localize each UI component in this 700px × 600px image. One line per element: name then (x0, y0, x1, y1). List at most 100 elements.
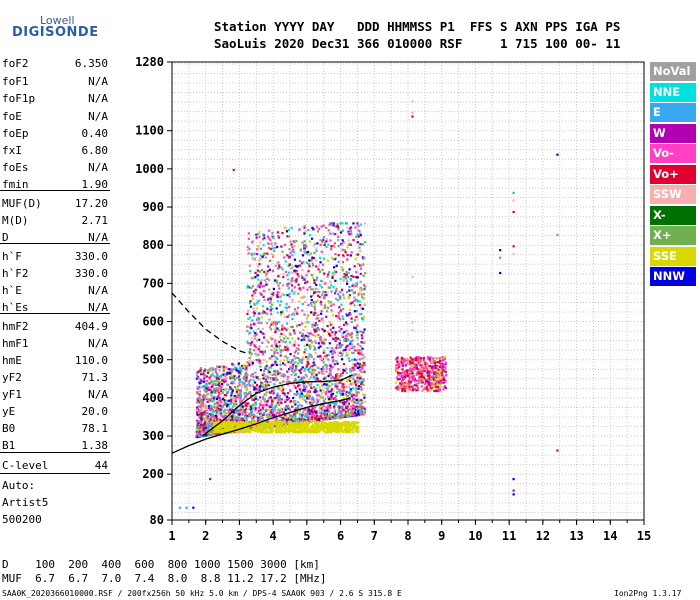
echo-point (287, 264, 290, 268)
echo-point (288, 367, 291, 371)
echo-point (350, 334, 353, 338)
echo-point (236, 418, 239, 421)
echo-point (276, 398, 279, 401)
echo-point (257, 299, 261, 302)
echo-point (285, 380, 289, 384)
echo-point (306, 397, 309, 400)
echo-point (352, 222, 355, 225)
echo-point (310, 259, 313, 262)
echo-point (293, 411, 296, 414)
echo-point (258, 230, 261, 234)
echo-point (276, 293, 279, 297)
echo-point (208, 392, 211, 395)
echo-point (209, 409, 212, 412)
echo-point (339, 278, 342, 281)
echo-point (344, 251, 347, 254)
echo-point (256, 339, 259, 342)
echo-point (342, 431, 345, 434)
echo-point (272, 390, 275, 393)
echo-point (308, 344, 311, 347)
echo-point (311, 226, 314, 230)
echo-point (263, 411, 266, 415)
echo-point (325, 365, 328, 368)
echo-point (234, 424, 237, 427)
echo-point (280, 398, 283, 401)
echo-point (200, 419, 203, 422)
x-tick-label: 12 (536, 529, 550, 543)
param-value: N/A (88, 161, 108, 174)
echo-point (269, 412, 272, 415)
echo-point (273, 279, 277, 282)
echo-point (254, 387, 257, 391)
echo-point (313, 279, 316, 282)
echo-point (237, 426, 240, 430)
echo-point (202, 424, 205, 427)
param-value: 17.20 (74, 197, 108, 210)
legend-item-vo-: Vo+ (650, 164, 696, 184)
echo-point (281, 268, 284, 271)
echo-point (261, 238, 265, 241)
echo-point (256, 245, 260, 248)
echo-point (313, 281, 316, 285)
echo-point (218, 432, 221, 436)
echo-point (357, 412, 360, 415)
echo-point (333, 245, 336, 249)
echo-point (294, 429, 298, 432)
echo-point (221, 379, 224, 382)
echo-point (346, 353, 350, 356)
echo-point (268, 278, 271, 282)
echo-point (299, 393, 302, 396)
echo-point (299, 288, 302, 291)
echo-point (329, 365, 332, 368)
echo-point (334, 382, 337, 386)
echo-point (341, 335, 344, 338)
echo-point (268, 408, 271, 412)
echo-point (252, 330, 255, 333)
echo-point (349, 383, 352, 386)
echo-point (327, 412, 331, 415)
echo-point (272, 293, 275, 296)
echo-point (310, 273, 313, 277)
echo-point (330, 256, 334, 259)
echo-point (356, 362, 359, 365)
echo-point (294, 377, 297, 380)
echo-point (234, 387, 238, 390)
echo-point (196, 374, 199, 377)
echo-point (276, 245, 279, 249)
echo-point (262, 358, 265, 362)
echo-point (294, 349, 298, 352)
echo-point (356, 253, 360, 256)
echo-point (259, 330, 262, 333)
echo-point (297, 375, 300, 378)
echo-point (360, 264, 363, 268)
echo-point (256, 248, 259, 251)
echo-point (324, 391, 327, 394)
x-tick-label: 11 (502, 529, 516, 543)
echo-point (290, 369, 294, 373)
echo-point (246, 383, 249, 387)
echo-point (224, 412, 227, 415)
echo-point (261, 285, 264, 288)
echo-point (303, 351, 306, 354)
echo-point (315, 283, 318, 287)
echo-point (291, 368, 294, 371)
echo-point (259, 292, 262, 295)
echo-point (284, 400, 287, 404)
echo-point (287, 287, 290, 290)
echo-point (323, 401, 326, 404)
echo-point (310, 397, 314, 401)
echo-point (290, 359, 294, 362)
echo-point (354, 373, 357, 376)
echo-point (283, 337, 286, 340)
echo-point (287, 407, 290, 410)
echo-point (278, 403, 281, 407)
echo-point (326, 346, 329, 350)
echo-point (313, 305, 316, 309)
echo-point (311, 325, 314, 328)
echo-point (265, 272, 268, 275)
echo-point (320, 381, 323, 384)
echo-point (272, 414, 276, 417)
echo-point (341, 371, 345, 375)
echo-point (337, 407, 341, 411)
echo-point (331, 347, 334, 350)
